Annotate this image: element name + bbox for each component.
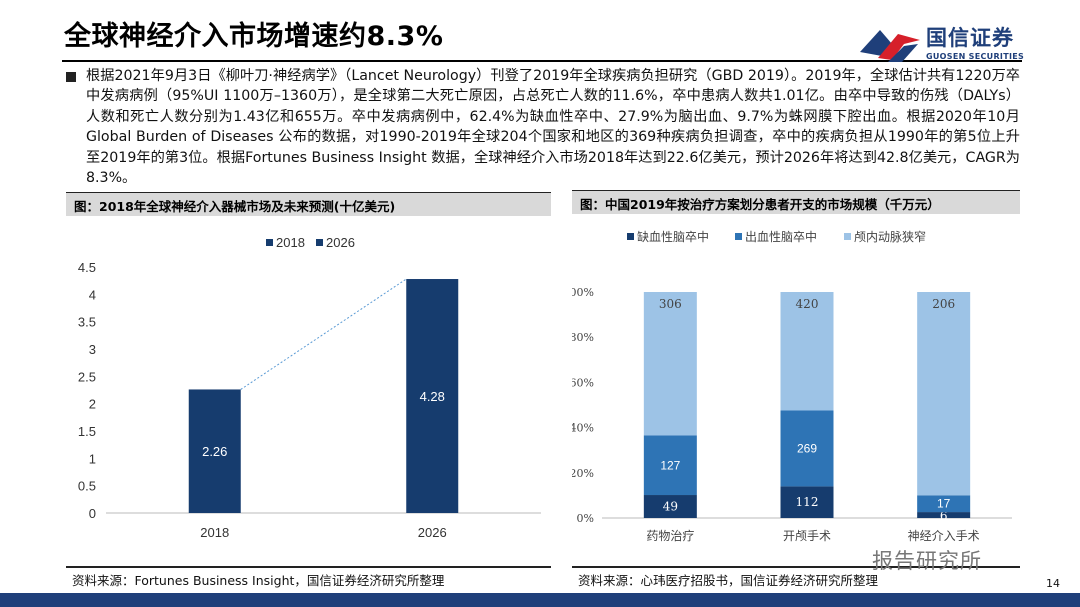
legend-label: 2018 — [276, 235, 305, 250]
segment-value-label: 112 — [796, 495, 819, 509]
y-tick-label: 3.5 — [78, 315, 96, 330]
y-tick-label: 1 — [89, 451, 96, 466]
legend-label: 颅内动脉狭窄 — [854, 229, 926, 244]
segment-value-label: 206 — [932, 297, 955, 311]
stacked-bar-segment — [917, 495, 971, 513]
stacked-bar-segment — [643, 292, 697, 436]
footer-bar — [0, 593, 1080, 607]
stacked-bar-segment — [780, 292, 834, 411]
segment-value-label: 127 — [660, 458, 680, 472]
legend-swatch — [316, 239, 323, 246]
y-tick-label: 0.5 — [78, 479, 96, 494]
segment-value-label: 49 — [663, 500, 678, 514]
legend-swatch — [627, 233, 634, 240]
segment-value-label: 269 — [797, 441, 817, 455]
x-tick-label: 药物治疗 — [646, 529, 694, 543]
left-source-divider — [66, 566, 551, 568]
segment-value-label: 420 — [796, 297, 819, 311]
bullet-square-icon — [66, 72, 76, 82]
y-tick-label: 2.5 — [78, 369, 96, 384]
logo-chinese-name: 国信证券 — [926, 26, 1014, 50]
legend-swatch — [266, 239, 273, 246]
legend-swatch — [735, 233, 742, 240]
stacked-bar-segment — [643, 435, 697, 496]
left-source-note: 资料来源：Fortunes Business Insight，国信证券经济研究所… — [72, 573, 445, 588]
x-tick-label: 2018 — [200, 525, 229, 540]
title-divider — [62, 60, 1022, 62]
legend-label: 出血性脑卒中 — [745, 229, 817, 244]
y-tick-label: 80% — [572, 331, 594, 344]
y-tick-label: 0% — [577, 512, 594, 525]
segment-value-label: 306 — [659, 297, 682, 311]
y-tick-label: 60% — [572, 376, 594, 389]
market-forecast-chart: 2018 2026 0 0.5 1 1.5 2 2.5 3 3.5 4 4.5 2.26 2018 4.28… — [78, 235, 541, 540]
right-chart-header: 图：中国2019年按治疗方案划分患者开支的市场规模（千万元） — [572, 190, 1020, 214]
guosen-logo: 国信证券 GUOSEN SECURITIES — [858, 22, 1028, 66]
page-number: 14 — [1046, 577, 1060, 590]
left-chart-title: 图：2018年全球神经介入器械市场及未来预测(十亿美元) — [74, 199, 396, 214]
stacked-bar-segment — [917, 292, 971, 496]
y-tick-label: 100% — [572, 286, 594, 299]
y-tick-label: 1.5 — [78, 424, 96, 439]
y-tick-label: 3 — [89, 342, 96, 357]
left-chart-header: 图：2018年全球神经介入器械市场及未来预测(十亿美元) — [66, 192, 551, 216]
stacked-bar-segment — [780, 410, 834, 487]
bar-value-label: 4.28 — [420, 389, 445, 404]
y-tick-label: 20% — [572, 467, 594, 480]
stacked-bar-segment — [780, 486, 834, 518]
right-source-divider — [572, 566, 1020, 568]
patient-spending-chart: 缺血性脑卒中 出血性脑卒中 颅内动脉狭窄 0% 20% 40% 60% 80% 100% 49 12… — [572, 229, 1012, 543]
watermark-text: 报告研究所 — [872, 549, 982, 573]
legend-label: 缺血性脑卒中 — [637, 229, 709, 244]
x-tick-label: 开颅手术 — [783, 529, 831, 543]
y-tick-label: 2 — [89, 397, 96, 412]
stacked-bar-segment — [643, 495, 697, 518]
y-tick-label: 4.5 — [78, 260, 96, 275]
y-tick-label: 0 — [89, 506, 96, 521]
trend-line — [240, 278, 407, 390]
bar — [406, 279, 459, 513]
y-tick-label: 40% — [572, 422, 594, 435]
summary-paragraph: 根据2021年9月3日《柳叶刀·神经病学》（Lancet Neurology）刊… — [86, 68, 1020, 187]
right-source-note: 资料来源：心玮医疗招股书，国信证券经济研究所整理 — [578, 573, 879, 588]
x-tick-label: 2026 — [418, 525, 447, 540]
legend-swatch — [844, 233, 851, 240]
x-tick-label: 神经介入手术 — [908, 529, 980, 543]
bar — [188, 389, 241, 513]
segment-value-label: 6 — [940, 509, 948, 523]
right-chart-title: 图：中国2019年按治疗方案划分患者开支的市场规模（千万元） — [580, 197, 940, 212]
slide-title: 全球神经介入市场增速约8.3% — [64, 21, 444, 52]
segment-value-label: 17 — [937, 497, 951, 511]
legend-label: 2026 — [326, 235, 355, 250]
logo-mark-icon — [860, 30, 920, 62]
bar-value-label: 2.26 — [202, 444, 227, 459]
logo-english-name: GUOSEN SECURITIES — [926, 52, 1025, 61]
y-tick-label: 4 — [89, 287, 96, 302]
stacked-bar-segment — [917, 512, 971, 518]
